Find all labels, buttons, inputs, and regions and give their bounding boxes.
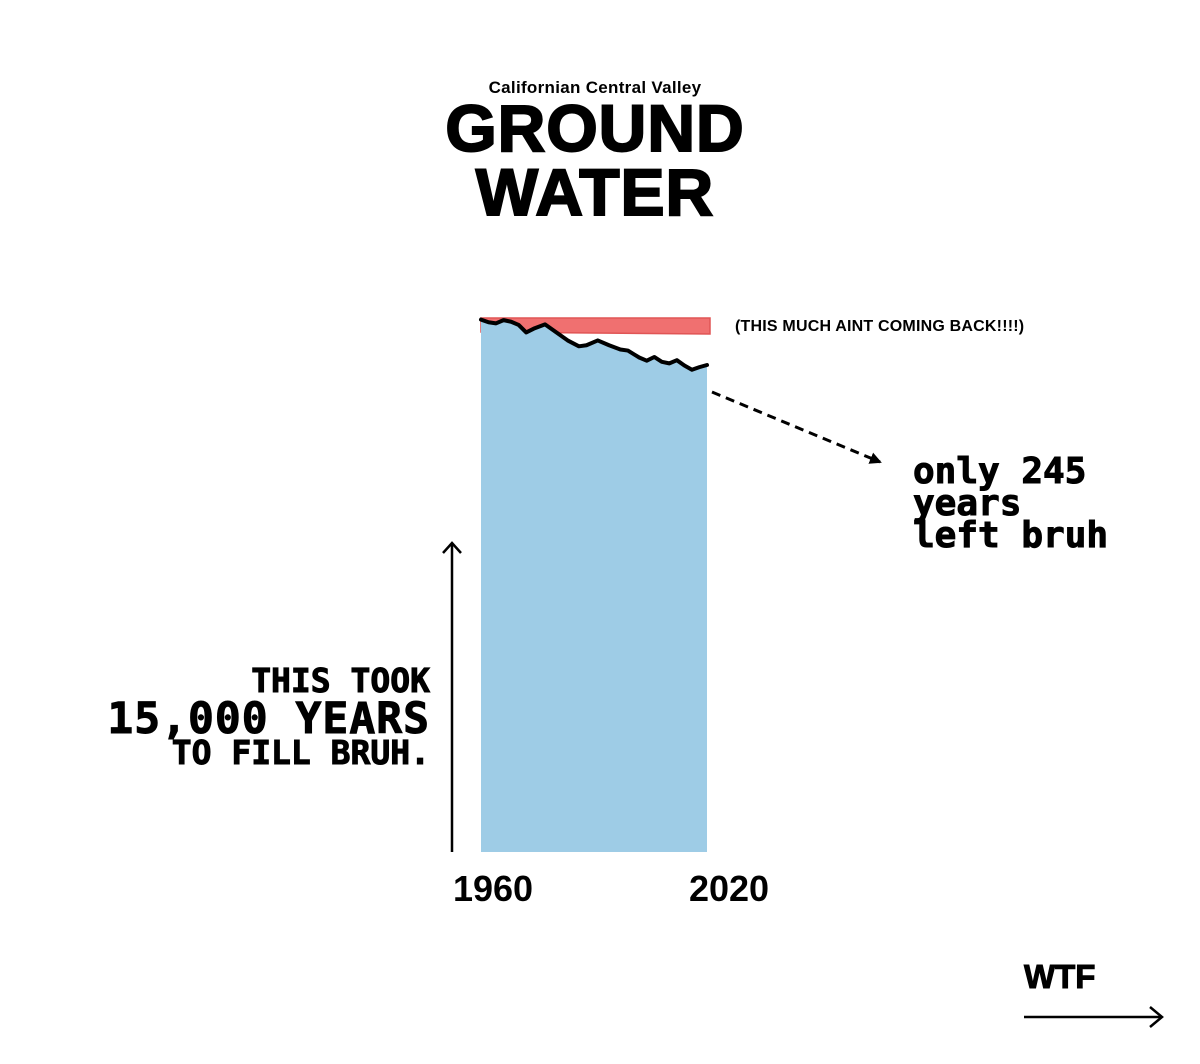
fill-time-note: THIS TOOK 15,000 YEARS TO FILL BRUH. xyxy=(107,661,431,772)
chart-subtitle: Californian Central Valley xyxy=(488,78,702,97)
fill-time-line-2: 15,000 YEARS xyxy=(107,694,430,744)
vertical-arrow-head-icon xyxy=(442,541,462,554)
x-tick-label-1960: 1960 xyxy=(453,868,533,909)
wtf-arrow-head-icon xyxy=(1149,1006,1164,1028)
remaining-water-area xyxy=(481,319,707,852)
fill-time-line-3: TO FILL BRUH. xyxy=(171,733,430,772)
lost-water-note: (THIS MUCH AINT COMING BACK!!!!) xyxy=(735,318,1025,335)
title-line-ground: GROUND xyxy=(444,91,745,165)
title-line-water: WATER xyxy=(475,155,715,229)
groundwater-level-line xyxy=(479,317,709,372)
x-tick-label-2020: 2020 xyxy=(689,868,769,909)
fill-time-line-1: THIS TOOK xyxy=(251,661,431,700)
wtf-label: WTF xyxy=(1023,958,1096,996)
years-left-note: only 245 years left bruh xyxy=(912,451,1109,556)
projection-arrow xyxy=(711,390,882,464)
chart-title: GROUND WATER xyxy=(0,91,1190,229)
